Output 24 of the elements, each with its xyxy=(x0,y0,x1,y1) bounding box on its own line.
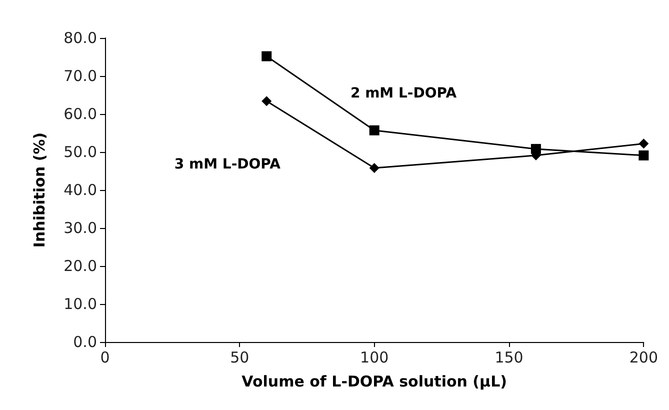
x-tick-label: 0 xyxy=(100,348,110,366)
point xyxy=(262,96,272,106)
y-tick-label: 30.0 xyxy=(64,219,97,237)
y-axis-title: Inhibition (%) xyxy=(30,132,48,248)
point xyxy=(369,162,380,173)
y-tick-label: 20.0 xyxy=(64,257,97,275)
y-tick-label: 10.0 xyxy=(64,295,97,313)
y-tick-label: 60.0 xyxy=(64,105,97,123)
x-axis-title: Volume of L-DOPA solution (μL) xyxy=(242,372,507,390)
y-tick-label: 0.0 xyxy=(73,333,97,351)
point xyxy=(638,138,649,149)
series-label: 2 mM L-DOPA xyxy=(350,85,457,102)
x-tick-label: 100 xyxy=(360,348,389,366)
y-tick-label: 80.0 xyxy=(64,29,97,47)
x-tick-label: 150 xyxy=(494,348,524,366)
point xyxy=(369,125,380,136)
y-tick-label: 40.0 xyxy=(64,181,97,199)
x-tick-label: 200 xyxy=(629,348,658,366)
point xyxy=(638,150,649,160)
point xyxy=(262,51,272,62)
x-tick-label: 50 xyxy=(230,348,250,366)
text: 3 mM L-DOPA xyxy=(174,156,281,173)
y-tick-label: 50.0 xyxy=(64,143,97,161)
y-tick-label: 70.0 xyxy=(64,67,97,85)
